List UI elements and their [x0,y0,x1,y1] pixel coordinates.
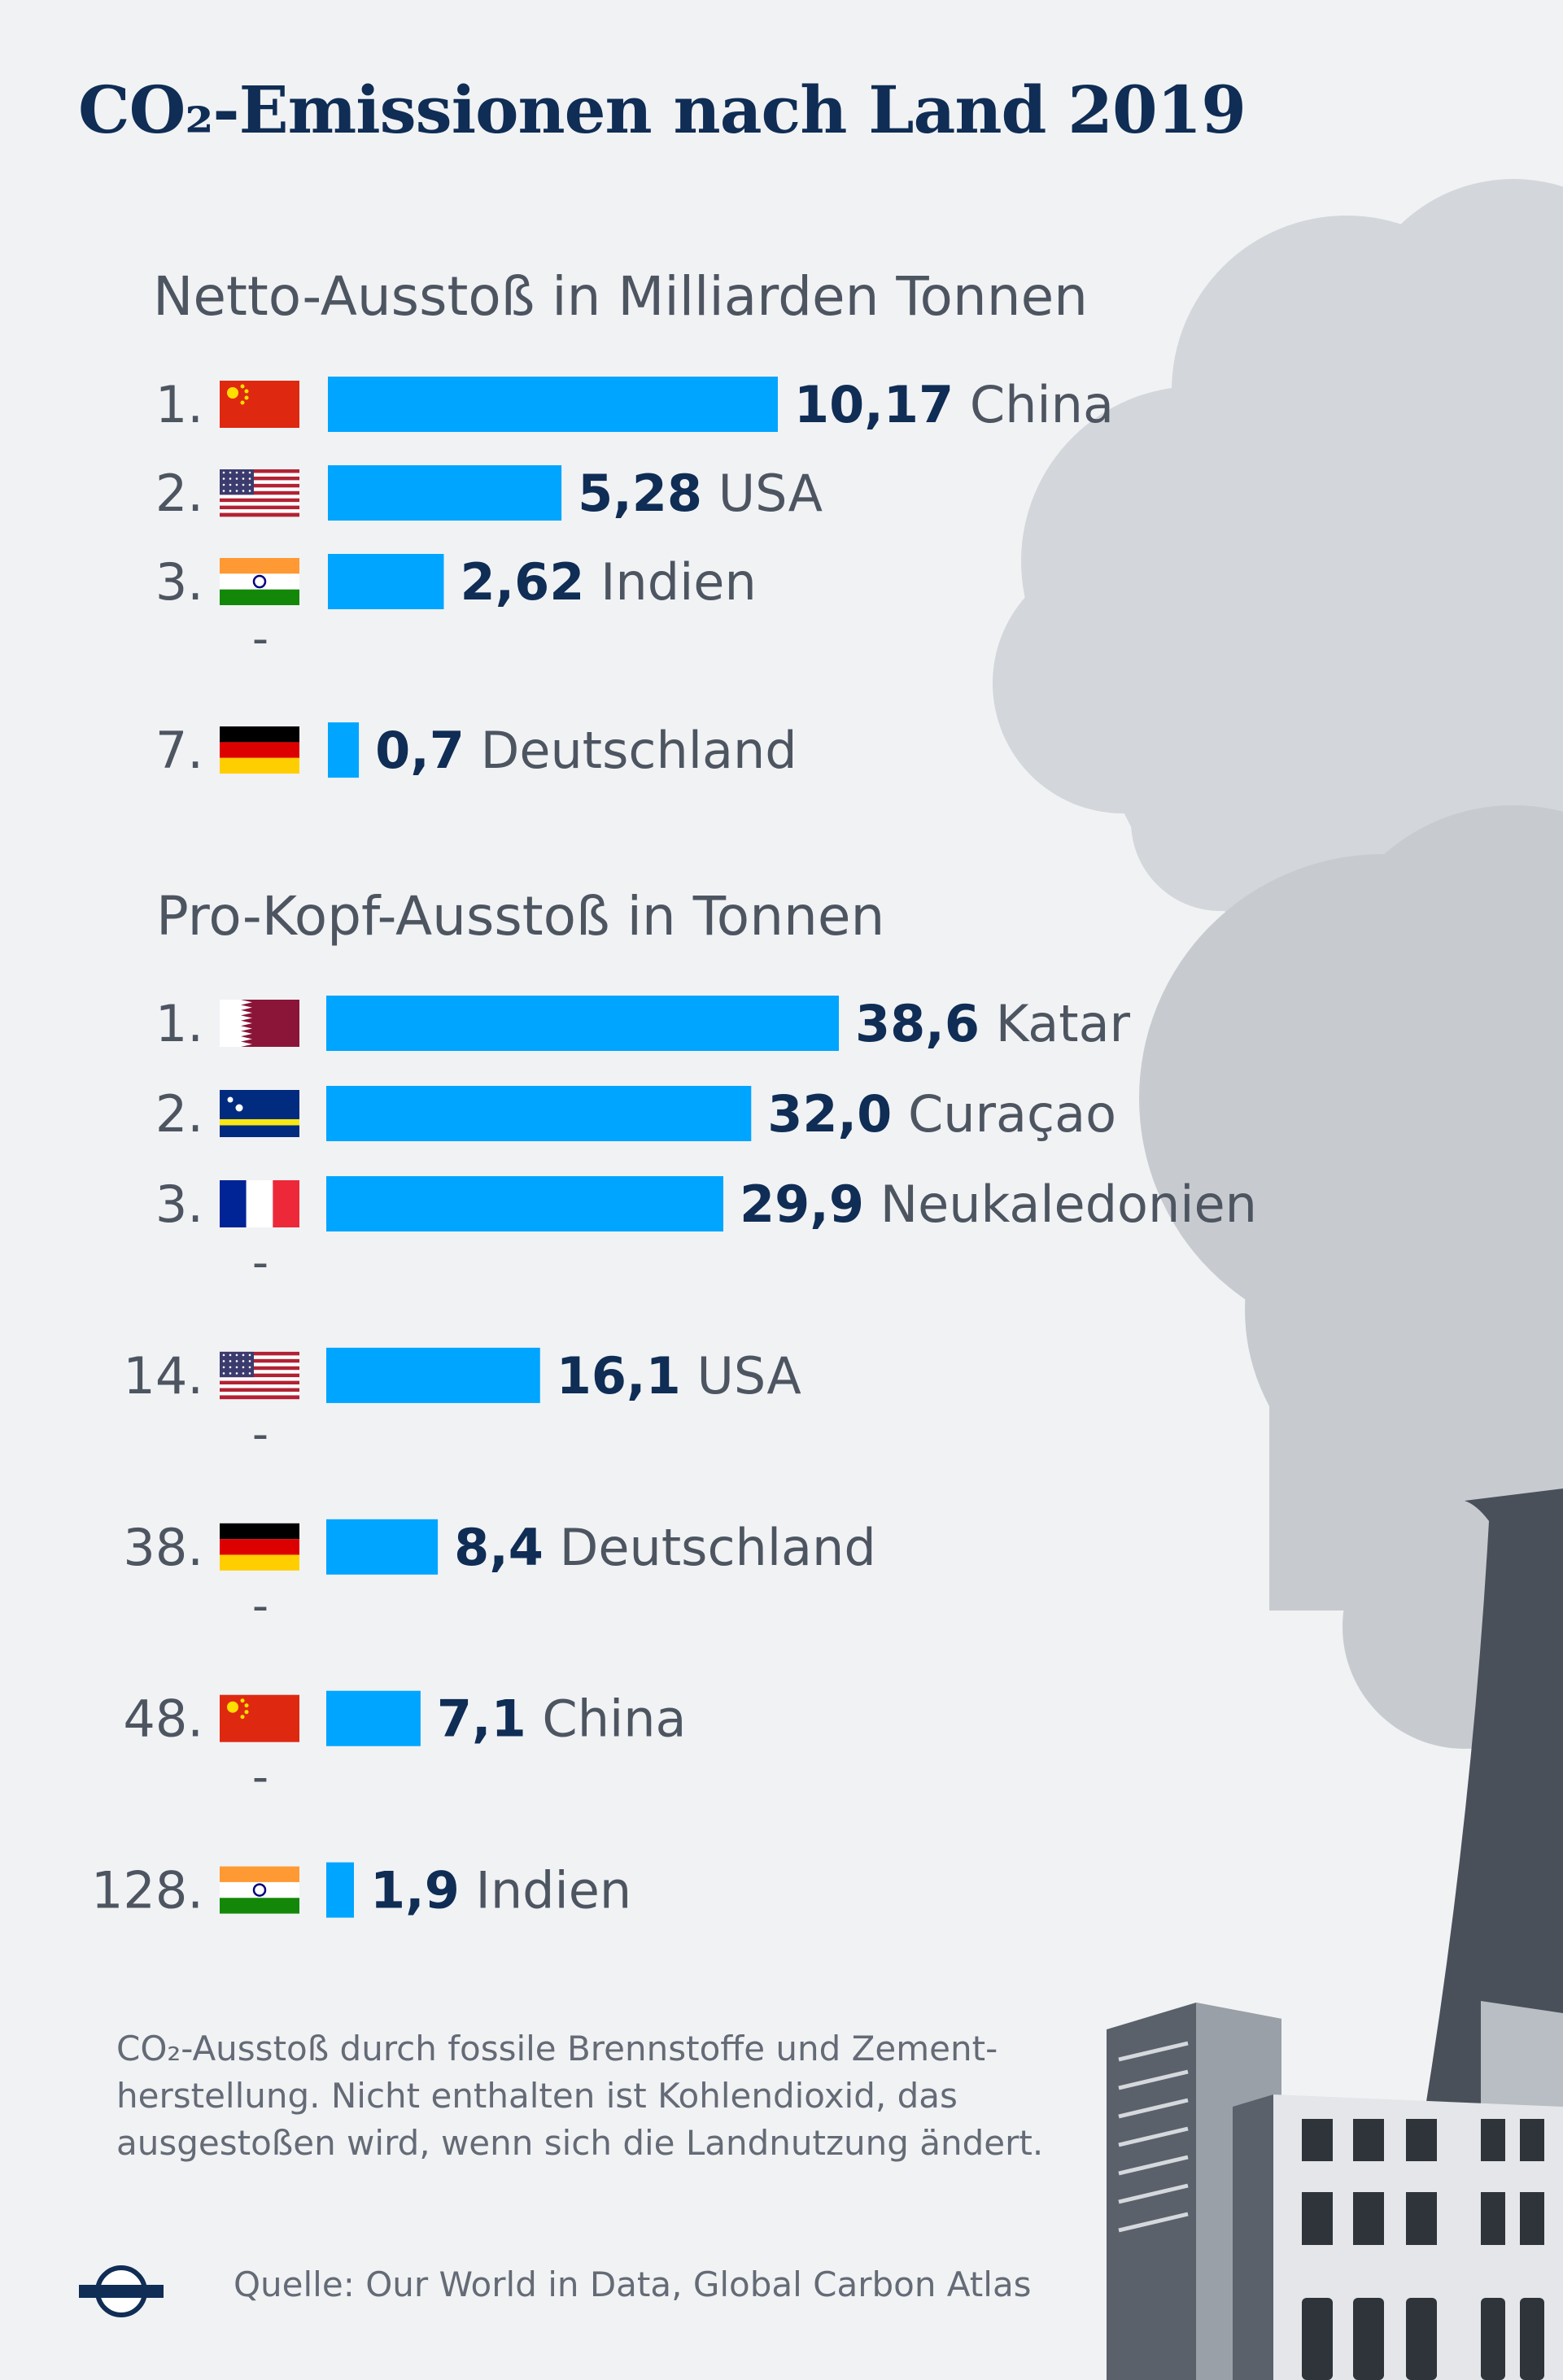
data-label: 38,6 Katar [855,994,1131,1053]
bar [326,1863,354,1918]
data-label: 7,1 China [437,1689,687,1749]
country-label: USA [681,1346,801,1406]
country-label: Curaçao [892,1084,1116,1144]
data-label: 29,9 Neukaledonien [740,1175,1257,1234]
country-label: Indien [460,1861,631,1920]
footnote: CO₂-Ausstoß durch fossile Brennstoffe un… [116,2025,1117,2167]
gap-separator: - [252,1751,269,1804]
value-label: 32,0 [767,1084,892,1144]
data-label: 16,1 USA [557,1346,801,1406]
bar [326,1691,421,1746]
source-note: Quelle: Our World in Data, Global Carbon… [234,2264,1032,2304]
country-label: China [526,1689,687,1749]
bar [326,996,839,1051]
germany-flag-icon [220,1523,299,1571]
france-flag-icon [220,1180,299,1227]
dw-logo [79,2265,164,2317]
bar [326,1348,540,1403]
per-capita-emissions-bar-chart: 1. 38,6 Katar 2. 32,0 Curaçao 3. 29,9 Neukale… [0,0,1563,2380]
data-label: 1,9 Indien [370,1861,631,1920]
rank-label: 3. [155,1175,203,1234]
value-label: 8,4 [454,1518,544,1577]
value-label: 29,9 [740,1175,864,1234]
rank-label: 38. [123,1518,203,1577]
data-label: 8,4 Deutschland [454,1518,876,1577]
rank-label: 1. [155,994,203,1053]
value-label: 38,6 [855,994,980,1053]
gap-separator: - [252,1580,269,1632]
value-label: 7,1 [437,1689,526,1749]
data-label: 32,0 Curaçao [767,1084,1116,1144]
country-label: Neukaledonien [864,1175,1257,1234]
bar [326,1176,723,1231]
usa-flag-icon [220,1352,299,1399]
rank-label: 128. [91,1861,203,1920]
country-label: Katar [980,994,1131,1053]
gap-separator: - [252,1236,269,1289]
rank-label: 48. [123,1689,203,1749]
value-label: 16,1 [557,1346,681,1406]
curacao-flag-icon [220,1090,299,1137]
rank-label: 2. [155,1084,203,1144]
country-label: Deutschland [544,1518,876,1577]
qatar-flag-icon [220,1000,299,1047]
india-flag-icon [220,1867,299,1914]
bar [326,1086,751,1141]
bar [326,1519,438,1575]
china-flag-icon [220,1695,299,1742]
rank-label: 14. [123,1346,203,1406]
value-label: 1,9 [370,1861,460,1920]
gap-separator: - [252,1408,269,1461]
